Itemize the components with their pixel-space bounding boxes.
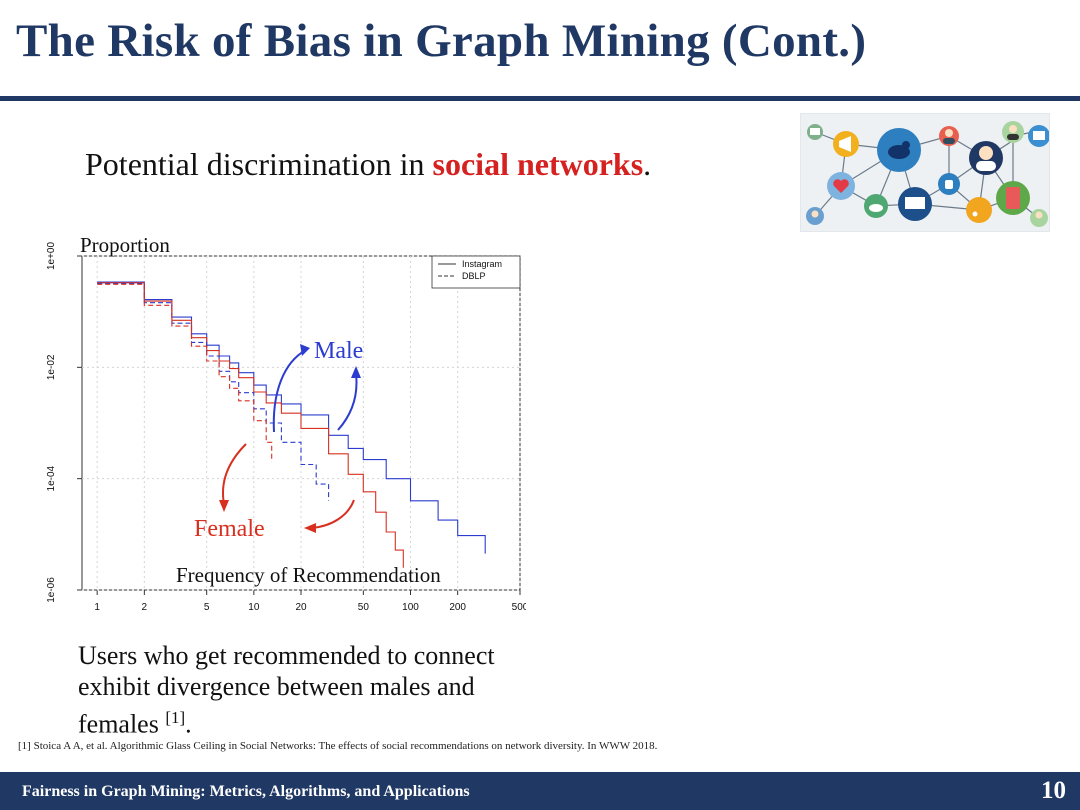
y-tick-label: 1e-06 <box>46 577 57 603</box>
x-tick-label: 10 <box>248 602 260 613</box>
user-icon <box>806 207 824 225</box>
x-tick-label: 100 <box>402 602 419 613</box>
female-arrowhead-left <box>219 500 229 512</box>
x-axis-title: Frequency of Recommendation <box>176 563 441 587</box>
x-tick-label: 2 <box>142 602 148 613</box>
x-tick-label: 20 <box>295 602 307 613</box>
x-tick-label: 500 <box>512 602 526 613</box>
description-citation: [1] <box>165 708 186 727</box>
megaphone-icon <box>833 131 859 157</box>
twitter-bird-icon <box>877 128 921 172</box>
footer-bar: Fairness in Graph Mining: Metrics, Algor… <box>0 772 1080 810</box>
subtitle-suffix: . <box>643 146 652 182</box>
user-icon <box>939 126 959 146</box>
phone-icon <box>996 181 1030 215</box>
cloud-icon <box>864 194 888 218</box>
description-end: . <box>185 709 192 739</box>
y-tick-label: 1e-02 <box>46 354 57 380</box>
thumbs-up-icon <box>938 173 960 195</box>
y-tick-label: 1e+00 <box>46 242 57 271</box>
x-tick-label: 5 <box>204 602 210 613</box>
rss-icon <box>966 197 992 223</box>
male-arrowhead-left <box>300 344 310 356</box>
user-icon <box>1030 209 1048 227</box>
laptop-icon <box>898 187 932 221</box>
x-tick-label: 50 <box>358 602 370 613</box>
social-network-illustration <box>800 113 1050 232</box>
y-tick-label: 1e-04 <box>46 465 57 491</box>
legend-label: DBLP <box>462 271 486 281</box>
male-arrow-left <box>272 349 307 433</box>
male-arrowhead-right <box>351 366 361 378</box>
male-arrow-right <box>337 373 358 431</box>
series-line-dblp-male <box>97 282 330 501</box>
x-tick-label: 200 <box>449 602 466 613</box>
male-label: Male <box>314 338 363 364</box>
legend-box <box>431 255 521 289</box>
slide-subtitle: Potential discrimination in social netwo… <box>85 146 651 183</box>
envelope-icon <box>807 124 823 140</box>
heart-icon <box>827 172 855 200</box>
user-icon <box>969 141 1003 175</box>
video-icon <box>1028 125 1049 147</box>
page-number: 10 <box>1041 777 1066 804</box>
female-arrowhead-right <box>304 523 316 533</box>
title-divider <box>0 96 1080 101</box>
description: Users who get recommended to connect exh… <box>78 640 538 740</box>
proportion-chart: 1 2 5 10 20 50 100 200 500 1e+00 1e-02 1e-04 1e-06 In… <box>46 233 526 613</box>
slide-title: The Risk of Bias in Graph Mining (Cont.) <box>16 15 867 67</box>
legend-label: Instagram <box>462 259 502 269</box>
x-tick-label: 1 <box>94 602 100 613</box>
description-text: Users who get recommended to connect exh… <box>78 641 495 739</box>
female-arrow-left <box>222 443 247 505</box>
user-icon <box>1002 121 1024 143</box>
reference-note: [1] Stoica A A, et al. Algorithmic Glass… <box>18 740 658 752</box>
subtitle-prefix: Potential discrimination in <box>85 146 433 182</box>
footer-title: Fairness in Graph Mining: Metrics, Algor… <box>22 783 470 800</box>
female-arrow-right <box>311 499 355 529</box>
subtitle-highlight: social networks <box>432 146 644 182</box>
female-label: Female <box>194 516 265 542</box>
series-line-instagram-male <box>97 281 486 554</box>
y-axis-title: Proportion <box>80 233 170 257</box>
